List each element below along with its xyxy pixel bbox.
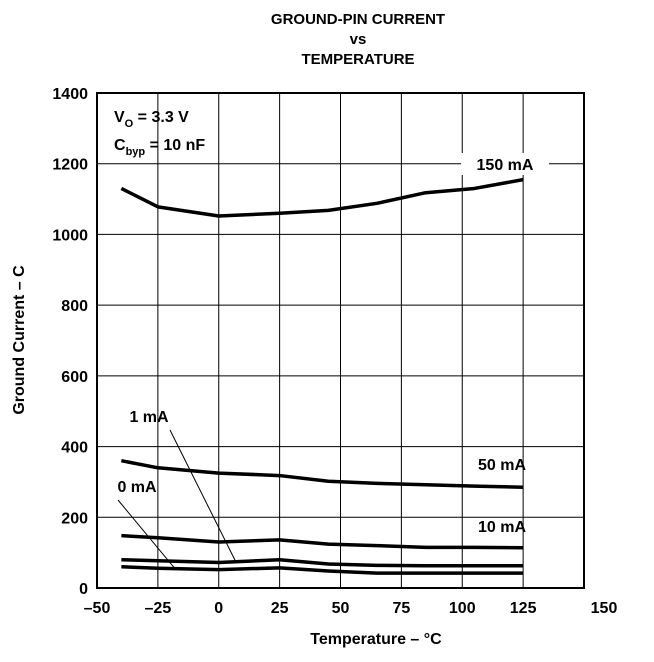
x-tick-label-25: –25 [145, 600, 172, 617]
chart-title-line-1: GROUND-PIN CURRENT [271, 11, 445, 28]
condition-cbyp: Cbyp = 10 nF [114, 137, 205, 158]
x-tick-label-50: 50 [332, 600, 350, 617]
series-label-0-ma: 0 mA [117, 479, 157, 496]
plot-frame [96, 92, 585, 589]
condition-vo: VO = 3.3 V [114, 109, 189, 130]
series-line-10-ma [121, 533, 524, 550]
series-label-1-ma: 1 mA [129, 409, 169, 426]
tick-labels: –50 –25 0 25 50 75 100 125 150 0 200 400 600 800 1000 1… [52, 86, 617, 617]
x-tick-label-75: 75 [392, 600, 410, 617]
series-line-50-ma [121, 458, 524, 489]
chart-title-line-3: TEMPERATURE [301, 51, 414, 68]
y-tick-label-1000: 1000 [52, 227, 88, 244]
y-tick-label-800: 800 [61, 298, 88, 315]
y-tick-label-0: 0 [79, 581, 88, 598]
leader-line-1-ma [169, 429, 237, 562]
series-label-10-ma: 10 mA [478, 519, 526, 536]
x-tick-label-125: 125 [510, 600, 537, 617]
series-label-50-ma: 50 mA [478, 457, 526, 474]
y-tick-label-1400: 1400 [52, 86, 88, 103]
series-lines [120, 177, 524, 575]
x-tick-label-0: 0 [214, 600, 223, 617]
annotation-bg-150-ma [461, 153, 549, 175]
y-axis-label: Ground Current – C [11, 265, 28, 415]
x-tick-label-25: 25 [271, 600, 289, 617]
y-tick-label-400: 400 [61, 440, 88, 457]
x-tick-label-150: 150 [591, 600, 618, 617]
y-tick-label-600: 600 [61, 369, 88, 386]
annotations: 150 mA 50 mA 10 mA 1 mA 0 mA [117, 153, 549, 569]
series-line-150-ma [120, 177, 524, 218]
leader-line-0-ma [117, 499, 176, 569]
x-axis-label: Temperature – °C [310, 631, 442, 648]
x-tick-label-50: –50 [84, 600, 111, 617]
chart-title-line-2: vs [350, 31, 367, 48]
y-tick-label-1200: 1200 [52, 157, 88, 174]
series-line-1-ma [121, 557, 524, 568]
x-tick-label-100: 100 [449, 600, 476, 617]
series-line-0-ma [121, 565, 524, 575]
series-label-150-ma: 150 mA [477, 157, 534, 174]
y-tick-label-200: 200 [61, 510, 88, 527]
